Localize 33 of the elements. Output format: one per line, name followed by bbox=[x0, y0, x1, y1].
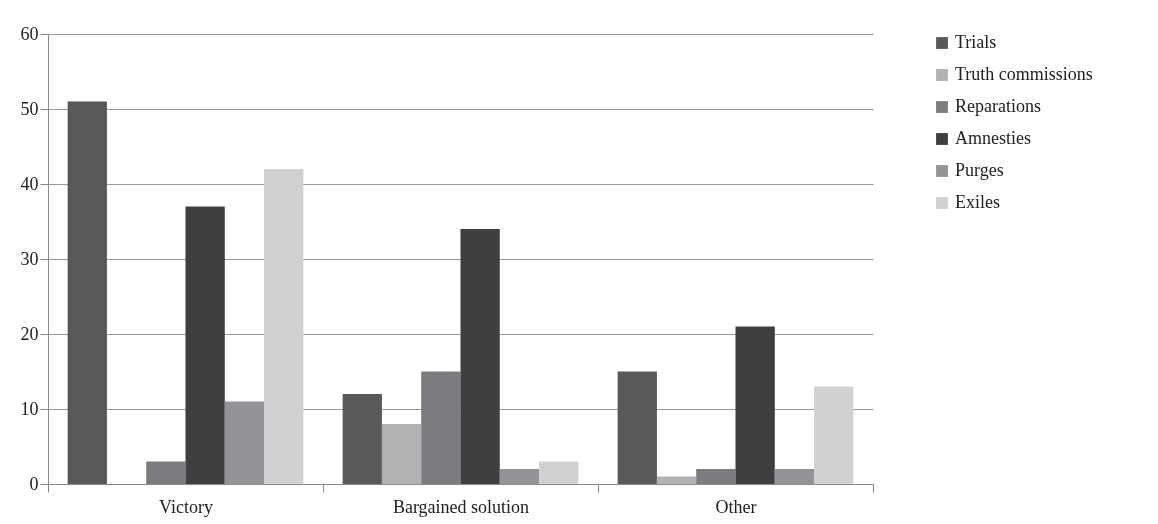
y-tick-label: 60 bbox=[20, 23, 39, 44]
legend-label: Purges bbox=[955, 160, 1004, 180]
bar bbox=[342, 394, 382, 484]
y-tick-label: 40 bbox=[20, 173, 39, 194]
bar bbox=[421, 371, 461, 484]
bar bbox=[774, 469, 815, 484]
bar bbox=[185, 206, 225, 484]
bar bbox=[617, 371, 657, 484]
bar bbox=[264, 169, 304, 484]
x-tick-label: Victory bbox=[159, 496, 213, 517]
bar bbox=[696, 469, 736, 484]
bar bbox=[67, 101, 107, 484]
bar bbox=[735, 326, 775, 484]
bar bbox=[814, 386, 854, 484]
legend-label: Reparations bbox=[955, 96, 1041, 116]
bar bbox=[460, 229, 500, 484]
y-tick-label: 10 bbox=[20, 398, 39, 419]
legend-label: Amnesties bbox=[955, 128, 1031, 148]
y-tick-label: 0 bbox=[29, 473, 39, 494]
x-tick-label: Bargained solution bbox=[392, 496, 530, 517]
legend-label: Trials bbox=[955, 32, 997, 52]
bar bbox=[381, 424, 422, 484]
legend-label: Exiles bbox=[955, 192, 1000, 212]
y-tick-label: 20 bbox=[20, 323, 39, 344]
bar bbox=[499, 469, 540, 484]
y-tick-label: 30 bbox=[20, 248, 39, 269]
legend-label: Truth commissions bbox=[955, 64, 1093, 84]
bar bbox=[656, 476, 697, 484]
bar bbox=[224, 401, 265, 484]
bar bbox=[539, 461, 579, 484]
x-tick-label: Other bbox=[715, 496, 757, 517]
y-tick-label: 50 bbox=[20, 98, 39, 119]
bar bbox=[146, 461, 186, 484]
